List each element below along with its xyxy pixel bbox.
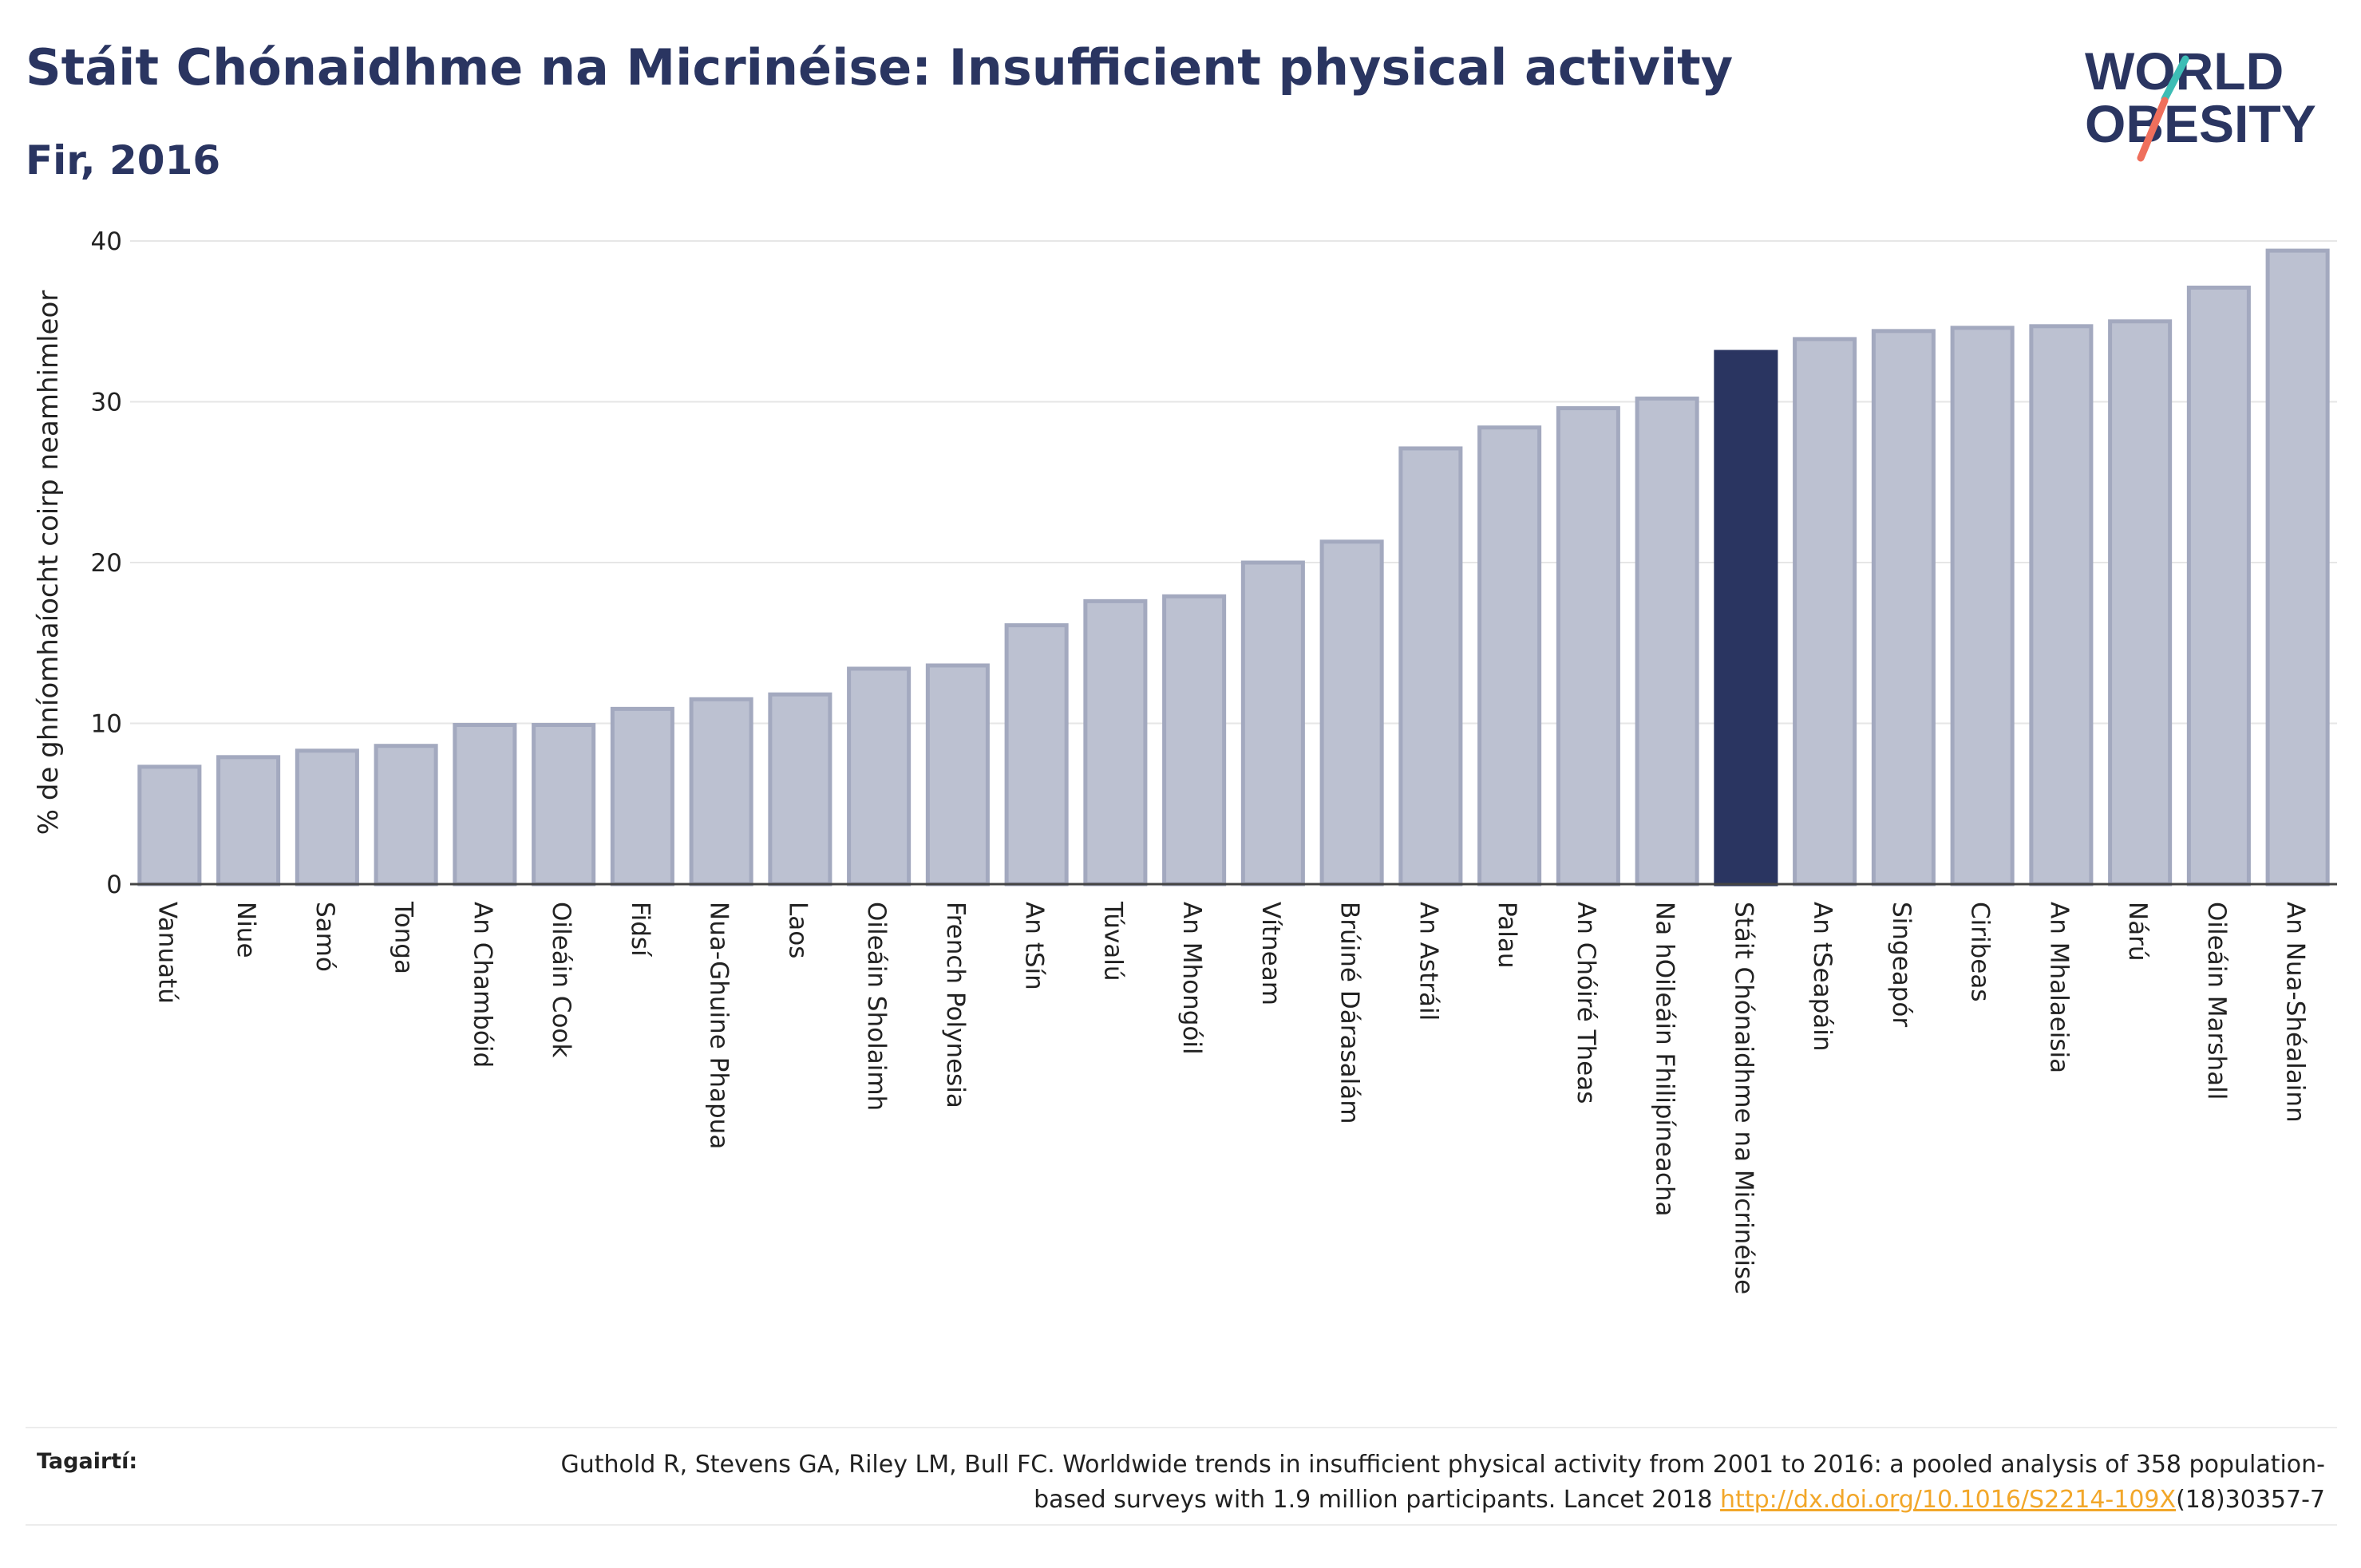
x-tick-label: Oileáin Sholaimh	[862, 902, 891, 1111]
x-tick-label: An Mhongóil	[1177, 902, 1206, 1055]
y-tick-label: 0	[106, 871, 122, 899]
world-obesity-logo: WORLD OBESITY	[2085, 41, 2316, 162]
bar	[2108, 319, 2173, 887]
x-tick-label: An Nua-Shéalainn	[2281, 902, 2310, 1123]
y-tick-label: 30	[91, 389, 122, 417]
bar	[1240, 560, 1305, 887]
reference-citation-end: (18)30357-7	[2176, 1486, 2325, 1514]
x-tick-label: An Mhalaeisia	[2044, 902, 2073, 1073]
bar	[1556, 406, 1620, 887]
logo-line-1: WORLD	[2085, 41, 2284, 101]
logo-slash-teal	[2161, 55, 2189, 103]
x-tick-label: Túvalú	[1098, 901, 1127, 981]
reference-doi-link[interactable]: http://dx.doi.org/10.1016/S2214-109X	[1720, 1486, 2177, 1514]
x-tick-label: Brúiné Dárasalám	[1335, 902, 1364, 1124]
reference-bottom-divider	[26, 1524, 2337, 1526]
bar-highlight	[1714, 350, 1778, 887]
bar	[847, 666, 912, 887]
x-tick-label: Samó	[310, 902, 339, 972]
x-tick-label: Nua-Ghuine Phapua	[705, 902, 734, 1149]
x-tick-label: An tSín	[1020, 902, 1049, 990]
x-tick-label: Laos	[783, 902, 812, 958]
bar	[610, 706, 674, 887]
x-tick-label: Vanuatú	[152, 902, 181, 1004]
bar	[1083, 598, 1148, 887]
x-tick-label: Vítneam	[1256, 902, 1285, 1005]
reference-label: Tagairtí:	[37, 1449, 138, 1474]
x-tick-label: Ciribeas	[1966, 902, 1995, 1002]
reference-text: Guthold R, Stevens GA, Riley LM, Bull FC…	[489, 1448, 2325, 1518]
x-tick-label: French Polynesia	[941, 902, 970, 1108]
bar	[2186, 285, 2251, 887]
bar	[1477, 425, 1542, 887]
x-tick-label: An tSeapáin	[1808, 902, 1837, 1052]
bar	[374, 744, 438, 887]
x-tick-label: Singeapór	[1887, 902, 1916, 1027]
bar	[1319, 539, 1384, 887]
x-tick-label: Oileáin Marshall	[2202, 902, 2231, 1100]
bar	[1950, 326, 2015, 887]
x-tick-label: Oileáin Cook	[547, 902, 575, 1057]
y-tick-label: 10	[91, 710, 122, 739]
x-tick-label: Niue	[231, 902, 260, 958]
bar	[2029, 324, 2094, 887]
x-tick-label: Palau	[1493, 902, 1521, 969]
y-tick-label: 20	[91, 549, 122, 578]
x-tick-label: An Chambóid	[468, 902, 496, 1068]
bar	[453, 723, 517, 887]
y-tick-label: 40	[91, 227, 122, 256]
bar	[216, 755, 281, 887]
chart-subtitle: Fir, 2016	[26, 137, 221, 184]
x-tick-label: Tonga	[390, 901, 418, 974]
bar-chart: 0 10 20 30 40 % de ghníomhaíocht coirp neamhi…	[33, 227, 2337, 1294]
bar	[1398, 446, 1463, 887]
logo-slash-coral	[2137, 97, 2169, 162]
bar	[689, 697, 753, 887]
bar	[1871, 329, 1936, 887]
x-tick-label: An Astráil	[1414, 902, 1442, 1021]
bar	[2265, 248, 2330, 887]
bar	[295, 748, 359, 887]
logo-line-2: OBESITY	[2085, 94, 2316, 153]
bar	[1793, 337, 1857, 887]
bar	[1004, 623, 1069, 887]
x-tick-label: Stáit Chónaidhme na Micrinéise	[1729, 902, 1758, 1294]
bar	[1635, 396, 1699, 887]
reference-citation: Guthold R, Stevens GA, Riley LM, Bull FC…	[560, 1451, 2325, 1514]
bar	[925, 663, 990, 887]
bar	[1162, 594, 1227, 887]
x-tick-label: An Chóiré Theas	[1572, 902, 1600, 1104]
chart-title: Stáit Chónaidhme na Micrinéise: Insuffic…	[26, 38, 1734, 97]
bar	[137, 764, 202, 887]
bar	[532, 723, 596, 887]
reference-top-divider	[26, 1427, 2337, 1428]
y-axis-title: % de ghníomhaíocht coirp neamhimleor	[33, 290, 65, 835]
x-tick-label: Na hOileáin Fhilipíneacha	[1651, 902, 1679, 1217]
x-tick-label: Nárú	[2123, 902, 2152, 962]
x-tick-label: Fidsí	[626, 902, 655, 958]
bar	[768, 692, 832, 887]
